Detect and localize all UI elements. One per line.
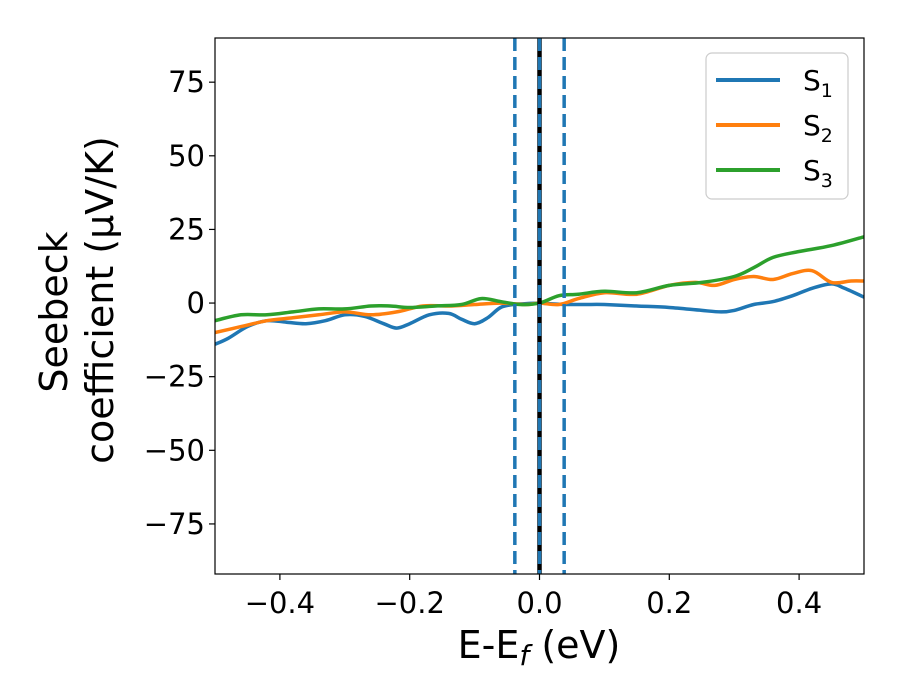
y-tick-label: −75 (144, 507, 205, 541)
legend-label-s3: S3 (803, 154, 833, 192)
series-line-s2 (215, 268, 864, 335)
tick-layer: −0.4 −0.2 0.0 0.2 0.4 75 50 25 0 −25 −50 −75 (144, 65, 822, 620)
vline-layer (513, 38, 566, 574)
x-tick-label: 0.0 (516, 586, 562, 620)
x-tick-label: 0.4 (776, 586, 822, 620)
x-tick-label: 0.2 (646, 586, 692, 620)
legend: S1 S2 S3 (705, 52, 849, 200)
y-tick-label: 75 (168, 65, 205, 99)
legend-label-s2: S2 (803, 109, 833, 147)
y-axis-title: Seebeck coefficient (μV/K) (32, 136, 122, 464)
x-tick-label: −0.4 (245, 586, 315, 620)
legend-label-s1: S1 (803, 64, 833, 102)
series-line-s3 (215, 235, 864, 323)
y-tick-label: 0 (187, 286, 205, 320)
y-tick-label: −50 (144, 433, 205, 467)
x-axis-title: E-Ef (eV) (458, 623, 621, 672)
y-tick-label: 25 (168, 212, 205, 246)
y-axis-title-line2: coefficient (μV/K) (78, 136, 122, 464)
y-axis-title-line1: Seebeck (32, 231, 76, 392)
y-tick-label: 50 (168, 139, 205, 173)
x-tick-label: −0.2 (374, 586, 444, 620)
y-tick-label: −25 (144, 360, 205, 394)
